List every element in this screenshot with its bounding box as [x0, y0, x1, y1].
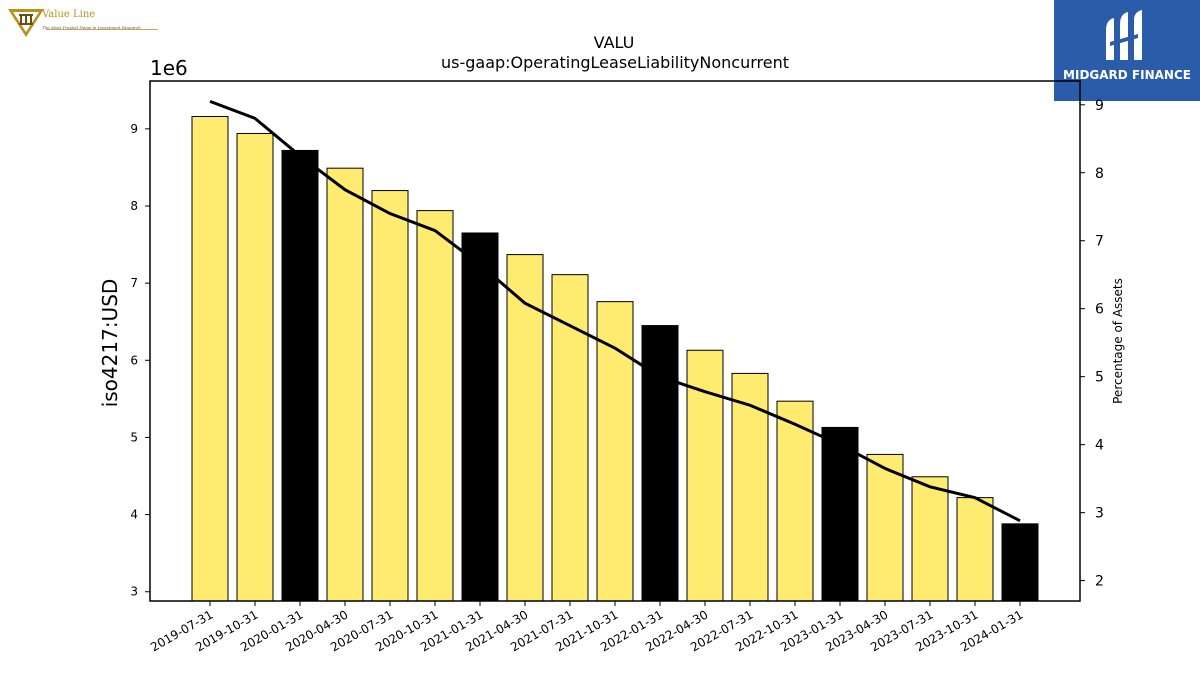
bar-2020-10-31 — [416, 210, 454, 602]
bar-2020-01-31 — [281, 149, 319, 602]
y2-tick-label: 2 — [1095, 574, 1104, 590]
bar-2023-04-30 — [866, 453, 904, 602]
value-line-emblem-icon — [8, 9, 44, 37]
bar-2021-07-31 — [551, 274, 589, 602]
y2-tick-label: 4 — [1095, 438, 1104, 454]
y-tick-label: 8 — [130, 199, 138, 213]
bar-2022-01-31 — [641, 325, 679, 602]
value-line-logo — [6, 6, 166, 40]
value-line-name: Value Line — [42, 9, 96, 20]
y2-tick-label: 5 — [1095, 370, 1104, 386]
bar-2021-01-31 — [461, 232, 499, 602]
line-series — [209, 99, 1021, 523]
bar-2023-10-31 — [956, 497, 994, 602]
bar-series — [191, 115, 1039, 602]
y2-tick-label: 8 — [1095, 166, 1104, 182]
bar-2024-01-31 — [1001, 523, 1039, 602]
y2-tick-label: 6 — [1095, 302, 1104, 318]
y-offset-label: 1e6 — [150, 56, 188, 80]
plot-frame — [149, 80, 1081, 602]
bar-2020-04-30 — [326, 167, 364, 602]
bar-2019-10-31 — [236, 132, 274, 602]
bar-2023-01-31 — [821, 426, 859, 602]
percentage-line — [209, 99, 1021, 523]
bar-2022-07-31 — [731, 372, 769, 602]
bar-2019-07-31 — [191, 115, 229, 602]
y-tick-label: 4 — [130, 508, 138, 522]
y-tick-label: 3 — [130, 585, 138, 599]
y2-axis-label: Percentage of Assets — [1111, 278, 1125, 404]
bar-2021-04-30 — [506, 254, 544, 602]
value-line-tagline: The Most Trusted Name in Investment Rese… — [42, 25, 141, 30]
y2-tick-label: 9 — [1095, 98, 1104, 114]
chart-subtitle: us-gaap:OperatingLeaseLiabilityNoncurren… — [441, 53, 789, 72]
bar-2020-07-31 — [371, 190, 409, 602]
y-tick-label: 5 — [130, 430, 138, 444]
y-axis-label: iso4217:USD — [98, 279, 122, 408]
y-tick-label: 7 — [130, 276, 138, 290]
bar-2021-10-31 — [596, 301, 634, 602]
bar-2022-10-31 — [776, 400, 814, 602]
bar-2023-07-31 — [911, 476, 949, 602]
midgard-emblem-icon — [1106, 10, 1142, 60]
y2-tick-label: 3 — [1095, 506, 1104, 522]
y-tick-label: 6 — [130, 353, 138, 367]
midgard-finance-name: MIDGARD FINANCE — [1063, 68, 1191, 82]
y2-tick-label: 7 — [1095, 234, 1104, 250]
y-tick-label: 9 — [130, 122, 138, 136]
midgard-finance-logo: MIDGARD FINANCE — [1054, 0, 1200, 101]
chart-title: VALU — [594, 33, 635, 52]
